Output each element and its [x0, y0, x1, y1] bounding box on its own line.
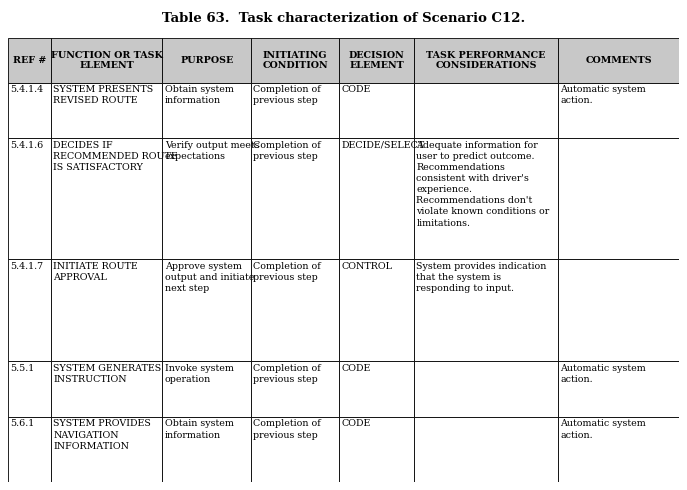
Text: Completion of
previous step: Completion of previous step	[254, 364, 321, 384]
Bar	[8, 83, 51, 138]
Text: CODE: CODE	[342, 364, 371, 373]
Text: Completion of
previous step: Completion of previous step	[254, 85, 321, 105]
Text: DECIDE/SELECT: DECIDE/SELECT	[342, 141, 425, 150]
Text: Completion of
previous step: Completion of previous step	[254, 419, 321, 440]
Bar	[51, 417, 163, 482]
Bar	[163, 259, 251, 361]
Text: 5.4.1.7: 5.4.1.7	[10, 262, 44, 270]
Text: TASK PERFORMANCE
CONSIDERATIONS: TASK PERFORMANCE CONSIDERATIONS	[426, 50, 545, 70]
Text: SYSTEM GENERATES
INSTRUCTION: SYSTEM GENERATES INSTRUCTION	[54, 364, 161, 384]
Text: Approve system
output and initiate
next step: Approve system output and initiate next …	[165, 262, 254, 293]
Bar	[558, 38, 679, 83]
Bar	[163, 417, 251, 482]
Text: FUNCTION OR TASK
ELEMENT: FUNCTION OR TASK ELEMENT	[51, 50, 163, 70]
Text: Verify output meets
expectations: Verify output meets expectations	[165, 141, 260, 161]
Bar	[339, 361, 414, 417]
Bar	[8, 417, 51, 482]
Text: COMMENTS: COMMENTS	[585, 56, 652, 65]
Text: System provides indication
that the system is
responding to input.: System provides indication that the syst…	[416, 262, 547, 293]
Text: Adequate information for
user to predict outcome.
Recommendations
consistent wit: Adequate information for user to predict…	[416, 141, 550, 227]
Bar	[163, 361, 251, 417]
Text: CODE: CODE	[342, 419, 371, 428]
Bar	[558, 417, 679, 482]
Bar	[8, 138, 51, 259]
Bar	[251, 38, 339, 83]
Text: PURPOSE: PURPOSE	[180, 56, 234, 65]
Bar	[414, 417, 558, 482]
Bar	[8, 38, 51, 83]
Text: SYSTEM PROVIDES
NAVIGATION
INFORMATION: SYSTEM PROVIDES NAVIGATION INFORMATION	[54, 419, 151, 451]
Text: INITIATING
CONDITION: INITIATING CONDITION	[262, 50, 328, 70]
Text: Completion of
previous step: Completion of previous step	[254, 141, 321, 161]
Bar	[558, 83, 679, 138]
Bar	[558, 361, 679, 417]
Bar	[51, 361, 163, 417]
Bar	[251, 361, 339, 417]
Bar	[414, 38, 558, 83]
Bar	[51, 83, 163, 138]
Bar	[163, 83, 251, 138]
Text: INITIATE ROUTE
APPROVAL: INITIATE ROUTE APPROVAL	[54, 262, 138, 282]
Bar	[339, 417, 414, 482]
Text: 5.4.1.6: 5.4.1.6	[10, 141, 44, 150]
Bar	[339, 38, 414, 83]
Text: Automatic system
action.: Automatic system action.	[561, 419, 646, 440]
Bar	[51, 259, 163, 361]
Text: Table 63.  Task characterization of Scenario C12.: Table 63. Task characterization of Scena…	[162, 12, 525, 25]
Bar	[51, 38, 163, 83]
Bar	[251, 259, 339, 361]
Text: 5.5.1: 5.5.1	[10, 364, 35, 373]
Bar	[51, 138, 163, 259]
Bar	[251, 83, 339, 138]
Text: Automatic system
action.: Automatic system action.	[561, 85, 646, 105]
Text: REF #: REF #	[13, 56, 46, 65]
Text: DECISION
ELEMENT: DECISION ELEMENT	[349, 50, 405, 70]
Text: Completion of
previous step: Completion of previous step	[254, 262, 321, 282]
Bar	[414, 83, 558, 138]
Bar	[414, 138, 558, 259]
Bar	[251, 417, 339, 482]
Bar	[8, 259, 51, 361]
Bar	[558, 138, 679, 259]
Text: CONTROL: CONTROL	[342, 262, 393, 270]
Bar	[251, 138, 339, 259]
Text: Obtain system
information: Obtain system information	[165, 85, 234, 105]
Text: CODE: CODE	[342, 85, 371, 94]
Text: 5.6.1: 5.6.1	[10, 419, 35, 428]
Bar	[163, 38, 251, 83]
Text: Automatic system
action.: Automatic system action.	[561, 364, 646, 384]
Bar	[339, 138, 414, 259]
Text: SYSTEM PRESENTS
REVISED ROUTE: SYSTEM PRESENTS REVISED ROUTE	[54, 85, 154, 105]
Text: 5.4.1.4: 5.4.1.4	[10, 85, 44, 94]
Bar	[163, 138, 251, 259]
Bar	[339, 83, 414, 138]
Bar	[414, 361, 558, 417]
Bar	[339, 259, 414, 361]
Bar	[414, 259, 558, 361]
Bar	[558, 259, 679, 361]
Bar	[8, 361, 51, 417]
Text: Invoke system
operation: Invoke system operation	[165, 364, 234, 384]
Text: DECIDES IF
RECOMMENDED ROUTE
IS SATISFACTORY: DECIDES IF RECOMMENDED ROUTE IS SATISFAC…	[54, 141, 178, 172]
Text: Obtain system
information: Obtain system information	[165, 419, 234, 440]
